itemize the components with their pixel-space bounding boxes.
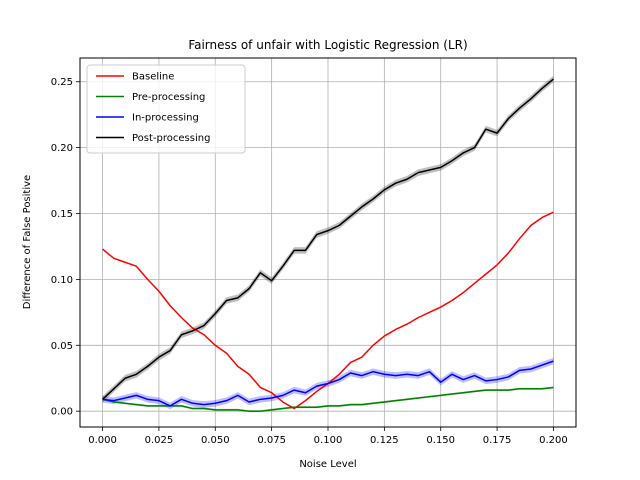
x-tick-label: 0.175 [483,435,512,446]
x-tick-label: 0.100 [314,435,343,446]
legend-label-pre-processing: Pre-processing [132,92,205,103]
y-tick-label: 0.20 [51,143,73,154]
legend-label-baseline: Baseline [132,72,174,83]
y-tick-label: 0.05 [51,341,73,352]
post-processing-line [102,78,554,400]
legend-box [86,64,246,154]
legend: Baseline Pre-processing In-processing Post-… [86,64,246,154]
y-axis-label: Difference of False Positive [22,175,33,309]
x-tick-label: 0.050 [201,435,230,446]
x-axis-label: Noise Level [299,459,356,470]
x-tick-label: 0.075 [257,435,286,446]
y-tick-label: 0.15 [51,209,73,220]
legend-label-post-processing: Post-processing [132,133,210,144]
y-tick-label: 0.10 [51,275,73,286]
series-lines [102,78,554,412]
y-axis-ticks: 0.00 0.05 0.10 0.15 0.20 0.25 [51,77,80,418]
x-tick-label: 0.025 [145,435,174,446]
x-tick-label: 0.125 [370,435,399,446]
in-processing-line [102,360,554,407]
x-tick-label: 0.000 [88,435,117,446]
x-axis-ticks: 0.000 0.025 0.050 0.075 0.100 0.125 0.150 0.175… [88,427,568,446]
chart-title: Fairness of unfair with Logistic Regress… [188,38,467,52]
x-tick-label: 0.200 [539,435,568,446]
pre-processing-line [102,386,554,412]
y-tick-label: 0.00 [51,407,73,418]
x-tick-label: 0.150 [426,435,455,446]
y-tick-label: 0.25 [51,77,73,88]
legend-label-in-processing: In-processing [132,113,199,124]
